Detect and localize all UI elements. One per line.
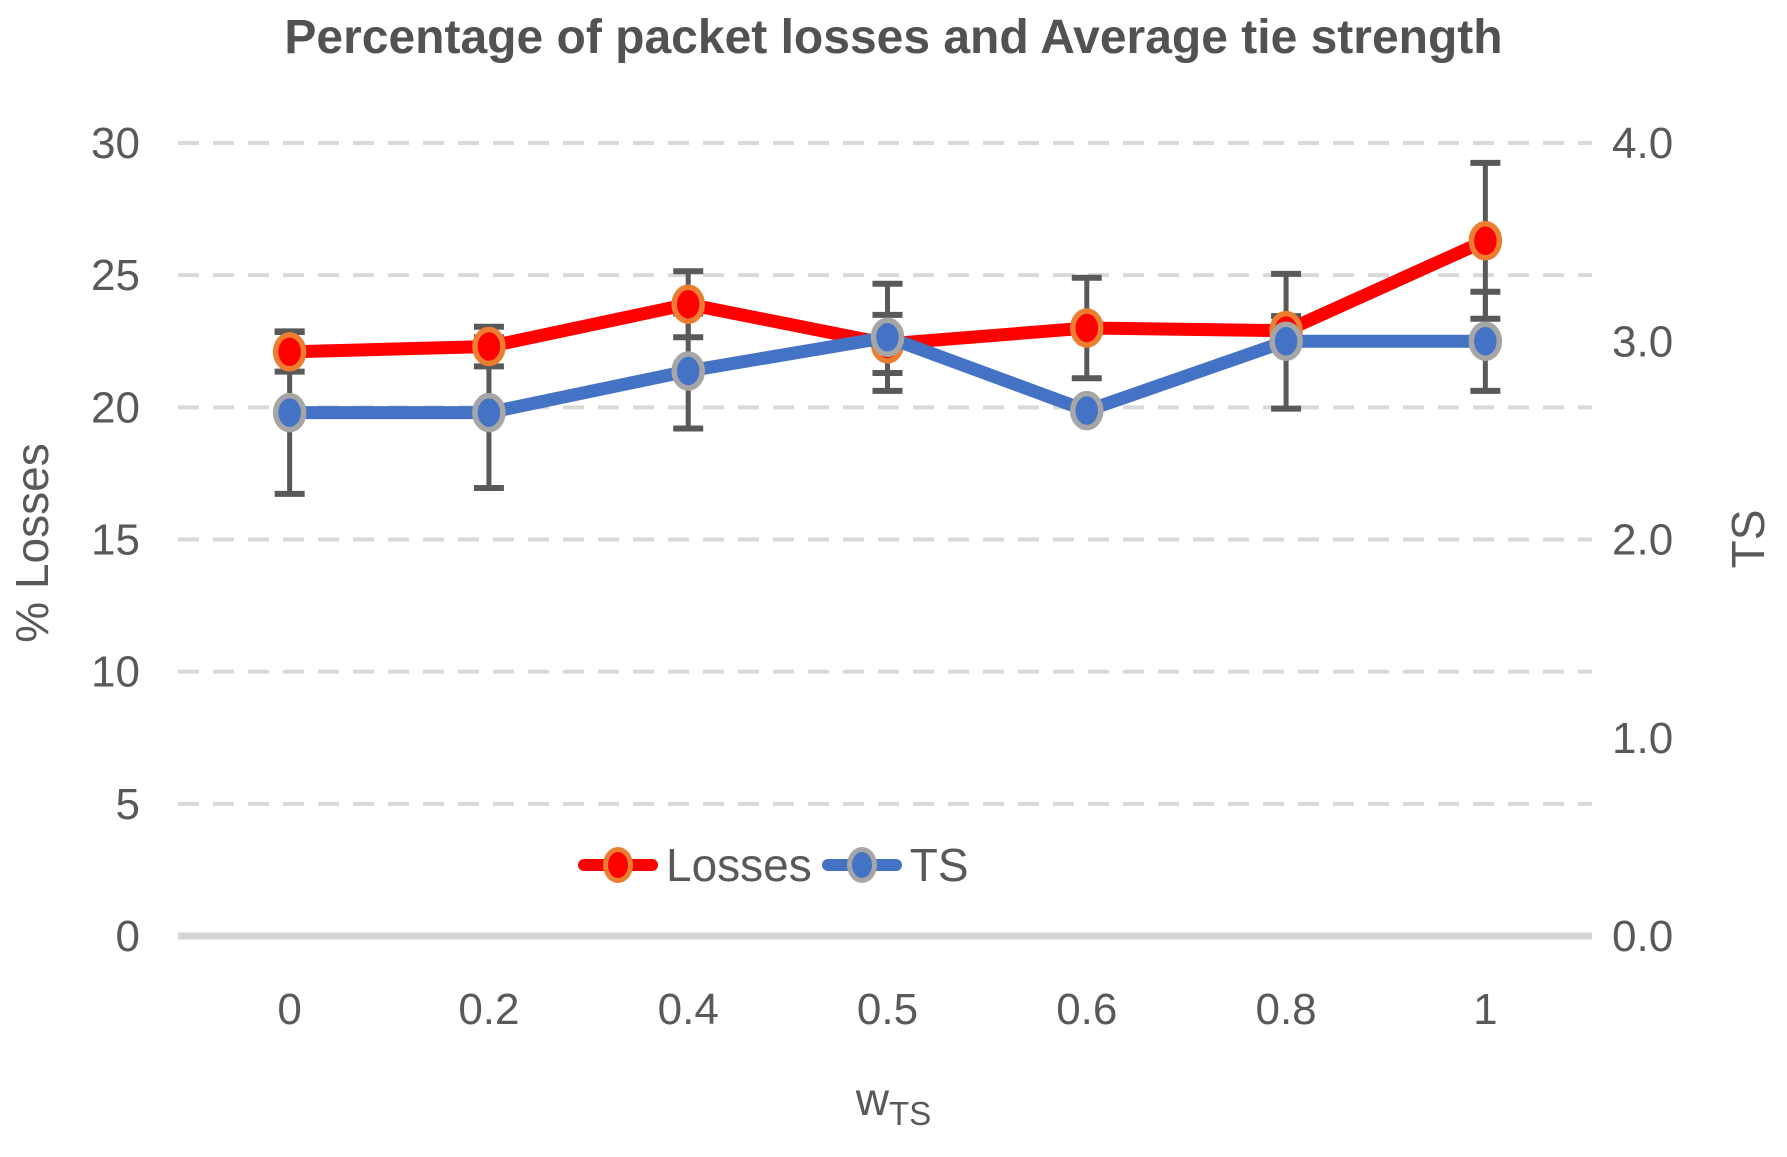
right-axis-tick-label: 3.0 bbox=[1612, 317, 1673, 366]
x-axis-title-main: w bbox=[855, 1073, 890, 1125]
x-axis-tick-label: 0.5 bbox=[857, 985, 918, 1034]
left-axis-tick-label: 30 bbox=[91, 119, 140, 168]
marker-ts bbox=[1070, 390, 1104, 431]
marker-losses bbox=[671, 284, 705, 324]
marker-ts bbox=[472, 392, 506, 433]
ts-legend-marker-icon bbox=[821, 845, 902, 885]
left-axis-tick-label: 20 bbox=[91, 383, 140, 432]
right-axis-tick-label: 4.0 bbox=[1612, 119, 1673, 168]
chart-title: Percentage of packet losses and Average … bbox=[284, 11, 1503, 64]
x-axis-tick-label: 0.8 bbox=[1255, 985, 1316, 1034]
x-axis-tick-label: 1 bbox=[1473, 985, 1497, 1034]
marker-ts bbox=[272, 392, 307, 433]
left-axis-tick-label: 15 bbox=[91, 516, 140, 565]
x-axis-tick-label: 0.6 bbox=[1056, 985, 1117, 1034]
legend-label-losses: Losses bbox=[666, 839, 812, 891]
legend: Losses TS bbox=[578, 838, 969, 892]
marker-losses bbox=[272, 332, 307, 372]
legend-label-ts: TS bbox=[909, 839, 969, 891]
losses-legend-marker-icon bbox=[578, 845, 658, 885]
legend-item-losses: Losses bbox=[578, 838, 812, 892]
x-axis-title: wTS bbox=[0, 1072, 1787, 1133]
marker-ts bbox=[870, 317, 905, 358]
x-axis-tick-label: 0.2 bbox=[458, 985, 519, 1034]
legend-item-ts: TS bbox=[821, 838, 969, 892]
marker-ts bbox=[1468, 321, 1503, 361]
left-axis-tick-label: 10 bbox=[91, 648, 140, 697]
marker-ts bbox=[1269, 321, 1303, 361]
marker-ts bbox=[671, 351, 705, 391]
right-axis-tick-label: 2.0 bbox=[1612, 516, 1673, 565]
x-axis-tick-label: 0 bbox=[277, 985, 301, 1034]
left-axis-tick-label: 0 bbox=[116, 912, 140, 961]
marker-losses bbox=[1070, 308, 1104, 348]
left-axis-tick-label: 25 bbox=[91, 251, 140, 300]
right-axis-tick-label: 1.0 bbox=[1612, 714, 1673, 763]
x-axis-tick-label: 0.4 bbox=[658, 985, 719, 1034]
marker-losses bbox=[1468, 221, 1503, 261]
left-axis-tick-label: 5 bbox=[116, 780, 140, 829]
left-axis-title: % Losses bbox=[6, 443, 58, 643]
right-axis-tick-label: 0.0 bbox=[1612, 912, 1673, 961]
right-axis-title: TS bbox=[1722, 509, 1774, 569]
x-axis-title-sub: TS bbox=[889, 1095, 932, 1133]
marker-losses bbox=[472, 326, 506, 367]
